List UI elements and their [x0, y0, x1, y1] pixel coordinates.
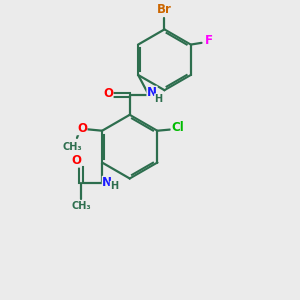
Text: Cl: Cl	[171, 121, 184, 134]
Text: H: H	[110, 181, 118, 191]
Text: O: O	[71, 154, 81, 167]
Text: F: F	[205, 34, 213, 47]
Text: N: N	[147, 86, 157, 99]
Text: Br: Br	[157, 3, 172, 16]
Text: O: O	[103, 88, 113, 100]
Text: H: H	[154, 94, 163, 104]
Text: CH₃: CH₃	[71, 201, 91, 211]
Text: N: N	[102, 176, 112, 189]
Text: CH₃: CH₃	[63, 142, 82, 152]
Text: O: O	[77, 122, 87, 135]
